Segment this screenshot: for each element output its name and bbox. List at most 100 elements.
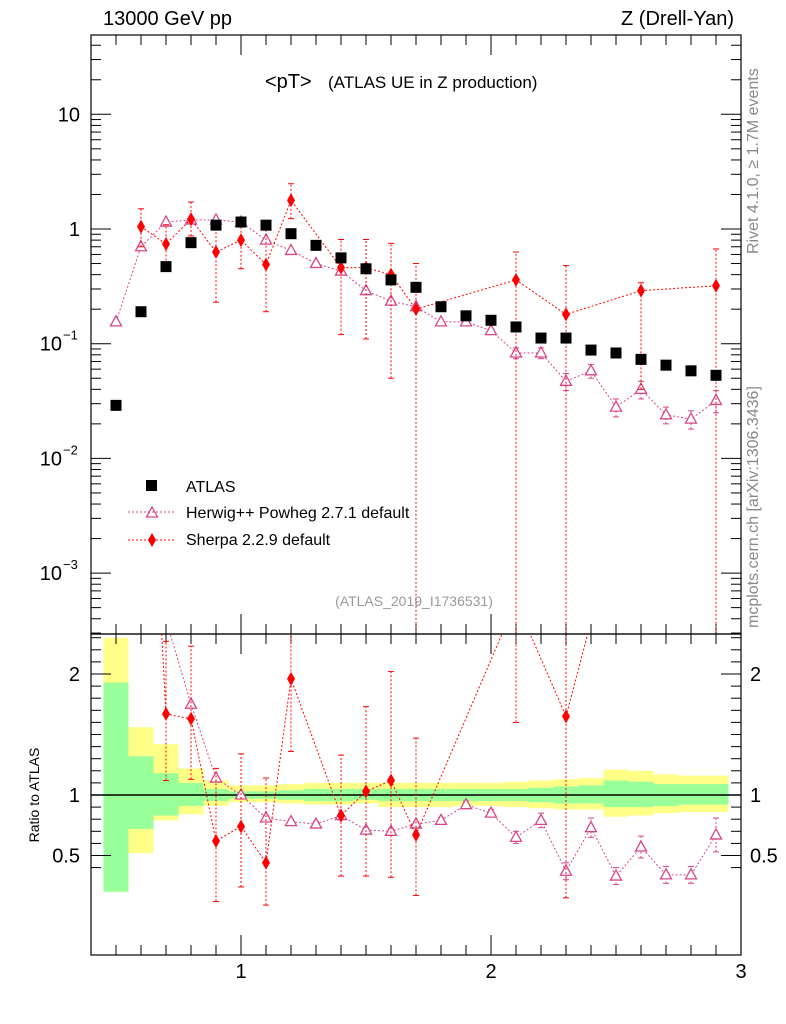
ratio-sherpa-line: [161, 634, 589, 865]
main-atlas-point: [235, 216, 247, 228]
main-atlas-point: [110, 399, 122, 411]
ratio-y-tick-label: 0.5: [52, 846, 80, 868]
main-sherpa-point: [637, 283, 645, 298]
ratio-sherpa-point: [187, 711, 195, 726]
main-atlas-point: [585, 344, 597, 356]
main-atlas-point: [560, 332, 572, 344]
ratio-herwig-point: [359, 822, 373, 835]
main-herwig-point: [534, 345, 548, 358]
main-sherpa-point: [512, 272, 520, 287]
plot-title-sub: (ATLAS UE in Z production): [328, 73, 537, 92]
ratio-x-tick-label: 1: [235, 961, 246, 983]
ratio-y-tick-label-right: 1: [750, 785, 761, 807]
main-sherpa-point: [162, 236, 170, 251]
ratio-sherpa-point: [712, 183, 720, 197]
ratio-sherpa-point: [237, 819, 245, 834]
main-herwig-point: [434, 314, 448, 327]
ratio-sherpa-point: [362, 784, 370, 799]
ratio-band-green-bin: [603, 780, 629, 808]
main-y-tick-label-base: 10: [40, 334, 62, 356]
analysis-id-label: (ATLAS_2019_I1736531): [335, 593, 493, 609]
ratio-sherpa-point: [337, 808, 345, 823]
ratio-y-tick-label: 1: [69, 785, 80, 807]
main-atlas-point: [610, 347, 622, 359]
ratio-herwig-point: [634, 839, 648, 852]
main-herwig-point: [609, 399, 623, 412]
main-atlas-point: [160, 261, 172, 273]
main-sherpa-point: [562, 307, 570, 322]
main-herwig-point: [684, 411, 698, 424]
ratio-herwig-point: [584, 820, 598, 833]
ratio-sherpa-point: [262, 855, 270, 870]
main-atlas-point: [635, 353, 647, 365]
main-y-tick-label-exponent: −2: [63, 442, 78, 457]
ratio-herwig-point: [434, 813, 448, 826]
main-atlas-point: [285, 228, 297, 240]
main-herwig-point: [284, 243, 298, 256]
main-y-tick-label-exponent: −1: [63, 328, 78, 343]
main-atlas-point: [410, 281, 422, 293]
ratio-band-green-bin: [103, 682, 129, 892]
main-atlas-point: [535, 332, 547, 344]
main-atlas-point: [310, 239, 322, 251]
ratio-sherpa-point: [212, 833, 220, 848]
main-atlas-point: [385, 274, 397, 286]
legend-atlas-label: ATLAS: [186, 479, 236, 496]
ratio-y-tick-label-right: 2: [750, 664, 761, 686]
main-sherpa-point: [237, 233, 245, 248]
ratio-herwig-point: [309, 816, 323, 829]
ratio-herwig-point: [684, 867, 698, 880]
main-y-tick-label: 1: [69, 219, 80, 241]
ratio-sherpa-point: [287, 671, 295, 686]
ratio-y-tick-label-right: 0.5: [750, 846, 778, 868]
main-herwig-point: [559, 373, 573, 386]
main-atlas-point: [260, 219, 272, 231]
ratio-herwig-point: [161, 614, 172, 624]
header-right-label: Z (Drell-Yan): [621, 8, 734, 30]
ratio-band-green-bin: [128, 756, 154, 829]
main-atlas-point: [335, 252, 347, 264]
legend-herwig-marker: [145, 505, 159, 518]
ratio-sherpa-point: [387, 773, 395, 788]
legend-sherpa-label: Sherpa 2.2.9 default: [186, 532, 331, 549]
ratio-herwig-point: [459, 797, 473, 810]
main-y-tick-label-exponent: −3: [63, 557, 78, 572]
main-herwig-point: [484, 323, 498, 336]
ratio-herwig-point: [709, 827, 723, 840]
main-sherpa-point: [287, 193, 295, 208]
plot-title-main: <pT>: [265, 71, 312, 93]
main-atlas-point: [485, 314, 497, 326]
main-y-tick-label: 10: [58, 104, 80, 126]
legend-herwig-label: Herwig++ Powheg 2.7.1 default: [186, 505, 410, 522]
main-atlas-point: [685, 365, 697, 377]
ratio-y-axis-label: Ratio to ATLAS: [26, 748, 42, 843]
main-y-tick-label-base: 10: [40, 448, 62, 470]
main-sherpa-point: [187, 212, 195, 227]
main-atlas-point: [360, 263, 372, 275]
ratio-herwig-point: [659, 867, 673, 880]
legend: ATLAS Herwig++ Powheg 2.7.1 default Sher…: [128, 479, 410, 549]
main-herwig-point: [659, 407, 673, 420]
header-left-label: 13000 GeV pp: [103, 8, 232, 30]
axis-ticks: [91, 35, 741, 955]
main-atlas-point: [510, 321, 522, 333]
ratio-y-tick-label: 2: [69, 664, 80, 686]
ratio-sherpa-point: [562, 709, 570, 724]
main-herwig-point: [509, 345, 523, 358]
main-series-layer: [109, 183, 723, 634]
main-atlas-point: [660, 359, 672, 371]
main-y-tick-label-base: 10: [40, 563, 62, 585]
ratio-x-tick-label: 3: [735, 961, 746, 983]
main-atlas-point: [135, 306, 147, 318]
main-atlas-point: [710, 369, 722, 381]
ratio-sherpa-point: [412, 827, 420, 842]
main-atlas-point: [435, 301, 447, 313]
main-herwig-point: [159, 214, 173, 227]
ratio-series-layer: [161, 183, 723, 906]
ratio-herwig-point: [284, 814, 298, 827]
main-sherpa-point: [262, 257, 270, 272]
main-atlas-point: [460, 310, 472, 322]
ratio-herwig-point: [534, 813, 548, 826]
main-herwig-point: [309, 256, 323, 269]
